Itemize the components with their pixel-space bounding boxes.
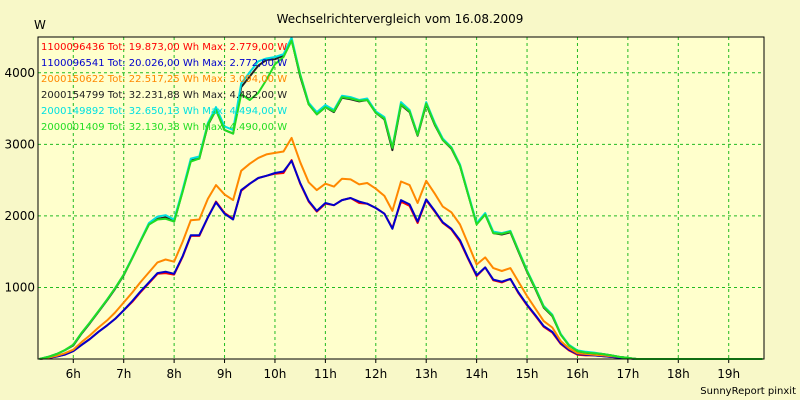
- x-tick-label: 11h: [314, 367, 337, 381]
- x-tick-label: 14h: [465, 367, 488, 381]
- y-tick-label: 2000: [4, 209, 35, 223]
- y-tick-label: 3000: [4, 137, 35, 151]
- legend-entry-6: 2000001409 Tot: 32.130,38 Wh Max: 4.490,…: [41, 122, 288, 133]
- x-tick-label: 15h: [516, 367, 539, 381]
- x-tick-label: 12h: [364, 367, 387, 381]
- x-tick-label: 13h: [415, 367, 438, 381]
- legend-entry-3: 2000150622 Tot: 22.517,25 Wh Max: 3.094,…: [41, 74, 288, 85]
- legend-entry-5: 2000149892 Tot: 32.650,13 Wh Max: 4.494,…: [41, 106, 288, 117]
- legend-entry-2: 1100096541 Tot: 20.026,00 Wh Max: 2.772,…: [41, 58, 288, 69]
- x-tick-label: 8h: [167, 367, 182, 381]
- x-tick-label: 17h: [616, 367, 639, 381]
- legend-entry-4: 2000154799 Tot: 32.231,88 Wh Max: 4.482,…: [41, 90, 288, 101]
- x-tick-label: 10h: [264, 367, 287, 381]
- x-tick-label: 19h: [717, 367, 740, 381]
- chart-title: Wechselrichtervergleich vom 16.08.2009: [277, 12, 524, 26]
- legend-entry-1: 1100096436 Tot: 19.873,00 Wh Max: 2.779,…: [41, 42, 288, 53]
- x-tick-label: 16h: [566, 367, 589, 381]
- plot-area: [37, 36, 765, 360]
- plot-border: [37, 36, 765, 360]
- y-tick-label: 4000: [4, 66, 35, 80]
- x-tick-label: 7h: [116, 367, 131, 381]
- x-tick-label: 9h: [217, 367, 232, 381]
- y-tick-label: 1000: [4, 280, 35, 294]
- y-axis-label: W: [34, 18, 46, 32]
- footer-credit: SunnyReport pinxit: [700, 386, 796, 397]
- x-tick-label: 18h: [667, 367, 690, 381]
- x-tick-label: 6h: [66, 367, 81, 381]
